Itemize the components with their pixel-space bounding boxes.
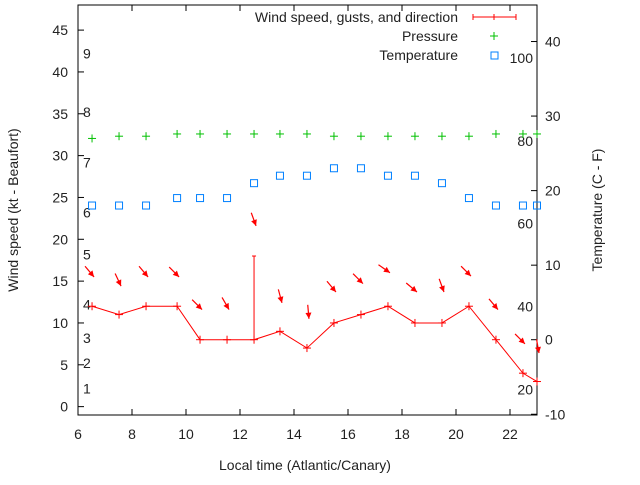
wind-direction-arrowhead	[491, 303, 498, 310]
beaufort-label: 1	[83, 380, 91, 396]
beaufort-label: 9	[83, 46, 91, 62]
y2-tick-label: 40	[545, 34, 561, 50]
x-tick-label: 20	[448, 426, 464, 442]
plot-frame	[77, 4, 538, 416]
temperature-point	[275, 171, 284, 180]
y2-tick-label: 20	[545, 183, 561, 199]
temperature-point	[518, 201, 527, 210]
y2-tick-label: 30	[545, 108, 561, 124]
wind-direction-arrowhead	[115, 279, 122, 287]
temperature-point	[329, 164, 338, 173]
temperature-point	[383, 171, 392, 180]
wind-direction-arrowhead	[356, 277, 363, 284]
temperature-point	[491, 201, 500, 210]
beaufort-label: 4	[83, 297, 91, 313]
y-axis-label: Wind speed (kt - Beaufort)	[5, 128, 21, 291]
temperature-point	[223, 194, 232, 203]
y-tick-label: 25	[52, 189, 68, 205]
fahrenheit-label: 100	[510, 50, 534, 66]
temperature-point	[464, 194, 473, 203]
y-tick-label: 30	[52, 148, 68, 164]
legend: Wind speed, gusts, and direction Pressur…	[255, 9, 517, 63]
beaufort-label: 2	[83, 355, 91, 371]
wind-direction-arrowhead	[172, 270, 180, 277]
beaufort-label: 5	[83, 246, 91, 262]
temperature-point	[302, 171, 311, 180]
y2-axis-label: Temperature (C - F)	[589, 149, 605, 272]
y-tick-label: 15	[52, 273, 68, 289]
wind-direction-arrowhead	[439, 285, 445, 292]
fahrenheit-label: 60	[517, 216, 533, 232]
y-tick-label: 45	[52, 22, 68, 38]
legend-label-wind: Wind speed, gusts, and direction	[255, 9, 458, 25]
beaufort-label: 6	[83, 205, 91, 221]
temperature-point	[173, 194, 182, 203]
wind-direction-arrowhead	[518, 337, 525, 344]
wind-direction-arrowhead	[87, 270, 95, 277]
y-tick-label: 35	[52, 106, 68, 122]
wind-direction-arrowhead	[464, 269, 471, 277]
temperature-point	[88, 201, 97, 210]
beaufort-label: 3	[83, 330, 91, 346]
x-axis-label: Local time (Atlantic/Canary)	[219, 457, 391, 473]
y-tick-label: 10	[52, 315, 68, 331]
temperature-point	[115, 201, 124, 210]
x-tick-label: 6	[74, 426, 82, 442]
y-tick-label: 0	[60, 399, 68, 415]
legend-label-temperature: Temperature	[379, 47, 458, 63]
legend-sample-temperature	[490, 51, 499, 60]
fahrenheit-label: 80	[517, 133, 533, 149]
temperature-point	[410, 171, 419, 180]
temperature-point	[437, 179, 446, 188]
temperature-point	[356, 164, 365, 173]
y2-tick-label: 0	[545, 332, 553, 348]
temperature-point	[142, 201, 151, 210]
wind-direction-arrowhead	[410, 285, 417, 292]
wind-speed-line	[91, 305, 538, 382]
temperature-point	[250, 179, 259, 188]
x-tick-label: 12	[232, 426, 248, 442]
wind-direction-arrowhead	[383, 266, 390, 273]
wind-direction-arrowhead	[141, 270, 149, 277]
fahrenheit-label: 20	[517, 381, 533, 397]
y2-tick-label: 10	[545, 257, 561, 273]
wind-direction-arrowhead	[329, 285, 336, 292]
x-tick-label: 14	[286, 426, 302, 442]
y-tick-label: 40	[52, 64, 68, 80]
temperature-point	[196, 194, 205, 203]
y-tick-label: 20	[52, 231, 68, 247]
wind-direction-arrowhead	[535, 346, 541, 354]
x-tick-label: 16	[340, 426, 356, 442]
fahrenheit-label: 40	[517, 299, 533, 315]
beaufort-label: 8	[83, 104, 91, 120]
y-tick-label: 5	[60, 357, 68, 373]
legend-label-pressure: Pressure	[402, 28, 458, 44]
x-tick-label: 18	[394, 426, 410, 442]
y2-tick-label: -10	[545, 406, 565, 422]
x-tick-label: 10	[178, 426, 194, 442]
wind-direction-arrowhead	[223, 302, 230, 310]
wind-direction-arrowhead	[195, 303, 203, 310]
wind-direction-arrowhead	[277, 296, 284, 303]
wind-direction-arrowhead	[251, 219, 257, 226]
x-tick-label: 8	[128, 426, 136, 442]
wind-direction-arrowhead	[305, 312, 312, 319]
x-tick-label: 22	[502, 426, 518, 442]
temperature-point	[533, 201, 541, 210]
beaufort-label: 7	[83, 154, 91, 170]
